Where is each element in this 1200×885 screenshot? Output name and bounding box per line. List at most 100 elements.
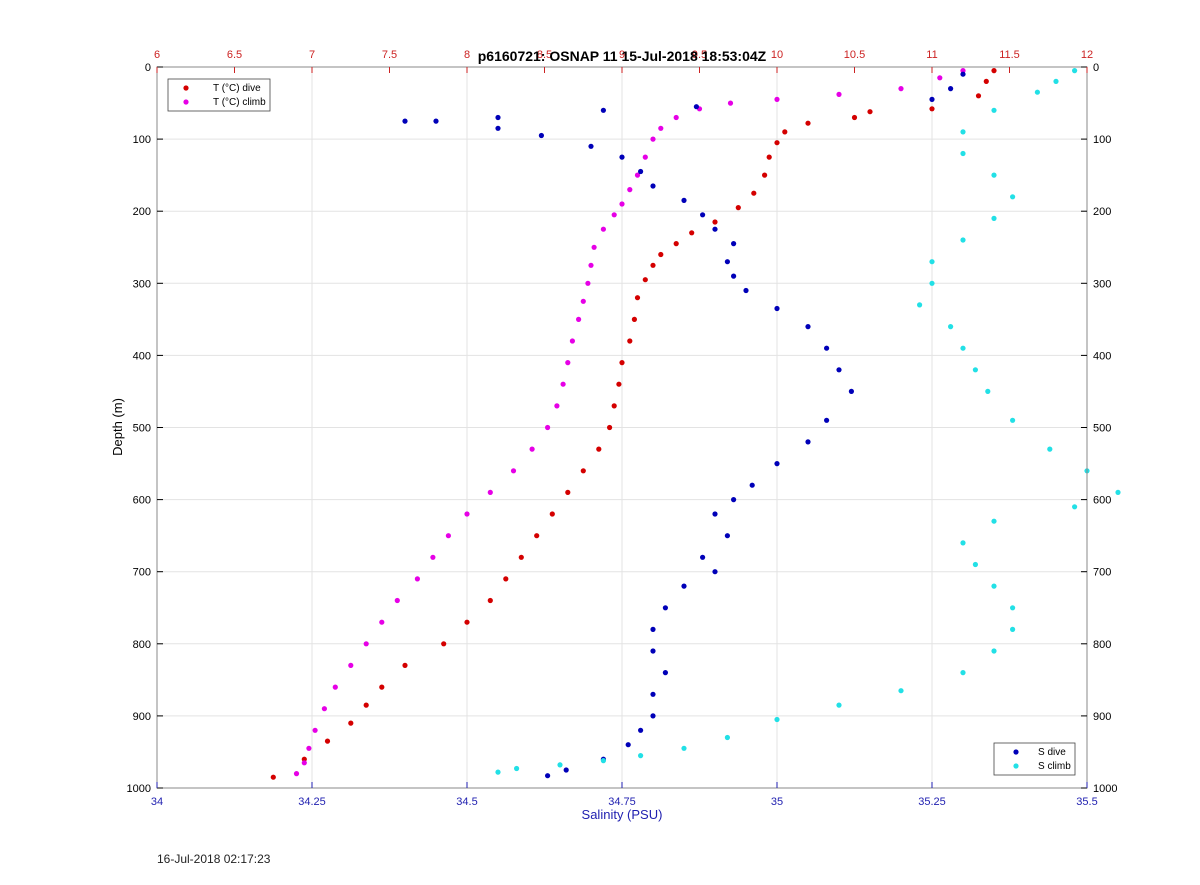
point-t-c-climb — [379, 619, 385, 625]
point-t-c-climb — [898, 86, 904, 92]
point-t-c-dive — [867, 109, 873, 115]
point-t-c-climb — [585, 280, 591, 286]
point-t-c-dive — [565, 489, 571, 495]
y-tick-label-right: 600 — [1093, 495, 1111, 507]
point-s-dive — [724, 259, 731, 265]
y-tick-label-right: 700 — [1093, 567, 1111, 579]
point-s-dive — [700, 554, 706, 560]
point-s-climb — [774, 716, 780, 723]
point-t-c-dive — [270, 774, 276, 780]
point-s-climb — [1072, 68, 1078, 74]
x-top-tick-label: 11.5 — [999, 49, 1020, 61]
y-tick-label-right: 400 — [1093, 350, 1111, 362]
x-top-tick-label: 7.5 — [382, 49, 397, 61]
point-s-climb — [960, 540, 966, 546]
point-t-c-dive — [503, 576, 509, 582]
point-s-dive — [774, 461, 780, 467]
point-t-c-climb — [321, 706, 327, 712]
point-t-c-climb — [627, 187, 633, 193]
point-t-c-dive — [762, 172, 768, 178]
series-s-dive — [402, 71, 966, 779]
chart-title: p6160721: OSNAP 11 15-Jul-2018 18:53:04Z — [478, 48, 767, 64]
x-top-tick-label: 6 — [154, 49, 160, 61]
point-s-climb — [985, 388, 991, 394]
point-s-climb — [724, 734, 731, 741]
point-t-c-dive — [851, 114, 858, 121]
point-s-dive — [731, 241, 737, 247]
point-t-c-dive — [619, 360, 625, 366]
point-s-climb — [836, 702, 842, 708]
point-t-c-climb — [332, 684, 338, 690]
point-s-dive — [712, 511, 718, 517]
series-t-c-dive — [270, 68, 997, 780]
point-s-dive — [545, 773, 551, 779]
x-top-tick-label: 9.5 — [692, 49, 707, 61]
point-t-c-climb — [363, 641, 369, 647]
legend-label-s-climb: S climb — [1038, 761, 1071, 772]
point-t-c-dive — [464, 619, 470, 625]
point-t-c-climb — [565, 360, 571, 366]
x-top-tick-label: 9 — [619, 49, 625, 61]
point-t-c-dive — [534, 533, 540, 539]
point-s-dive — [619, 154, 625, 160]
x-top-tick-label: 8.5 — [537, 49, 552, 61]
point-t-c-climb — [510, 468, 517, 474]
y-tick-label-right: 300 — [1093, 278, 1111, 290]
point-t-c-climb — [619, 201, 625, 207]
point-s-dive — [495, 114, 501, 121]
point-s-climb — [929, 280, 935, 286]
point-s-climb — [960, 129, 966, 135]
point-t-c-climb — [580, 298, 586, 304]
print-timestamp: 16-Jul-2018 02:17:23 — [157, 852, 271, 866]
point-t-c-dive — [650, 262, 656, 268]
point-s-dive — [662, 605, 669, 611]
x-bottom-tick-label: 34.25 — [298, 796, 326, 808]
point-t-c-climb — [348, 662, 354, 669]
x-top-tick-label: 7 — [309, 49, 315, 61]
x-top-tick-label: 8 — [464, 49, 470, 61]
point-t-c-climb — [569, 338, 576, 344]
series-s-climb — [495, 68, 1121, 775]
point-t-c-climb — [301, 760, 307, 766]
point-t-c-climb — [937, 75, 943, 81]
y-tick-label-right: 1000 — [1093, 783, 1117, 795]
point-t-c-dive — [975, 93, 982, 99]
point-t-c-climb — [560, 381, 566, 387]
point-t-c-climb — [727, 100, 734, 106]
point-t-c-dive — [673, 241, 679, 247]
point-s-climb — [991, 172, 997, 178]
point-t-c-climb — [611, 212, 617, 218]
point-s-dive — [712, 569, 718, 575]
y-tick-label-right: 0 — [1093, 62, 1099, 74]
point-t-c-dive — [631, 316, 638, 322]
point-s-dive — [538, 132, 545, 139]
legend-label-t-climb: T (°C) climb — [213, 97, 266, 108]
point-s-climb — [1053, 78, 1059, 84]
point-t-c-dive — [658, 251, 664, 258]
point-t-c-dive — [487, 597, 493, 604]
point-t-c-dive — [348, 720, 354, 726]
point-s-climb — [972, 561, 979, 568]
point-s-climb — [960, 345, 966, 351]
point-t-c-climb — [306, 745, 312, 751]
y-tick-label: 400 — [133, 350, 151, 362]
point-s-dive — [805, 324, 811, 330]
point-s-climb — [917, 302, 923, 308]
x-bottom-tick-label: 35 — [771, 796, 783, 808]
x-top-tick-label: 12 — [1081, 49, 1093, 61]
point-s-dive — [650, 691, 656, 697]
point-s-dive — [650, 626, 656, 633]
y-tick-label: 500 — [133, 423, 151, 435]
point-t-c-dive — [929, 106, 935, 112]
point-s-climb — [1010, 605, 1016, 611]
point-s-dive — [495, 125, 501, 131]
x-axis-label-bottom: Salinity (PSU) — [582, 807, 663, 822]
point-t-c-climb — [394, 597, 400, 604]
point-s-climb — [960, 150, 966, 157]
point-s-dive — [929, 96, 935, 102]
point-s-dive — [638, 727, 644, 733]
point-s-dive — [588, 143, 594, 149]
point-t-c-dive — [301, 756, 307, 762]
point-s-climb — [991, 215, 997, 221]
y-tick-label-right: 900 — [1093, 711, 1111, 723]
